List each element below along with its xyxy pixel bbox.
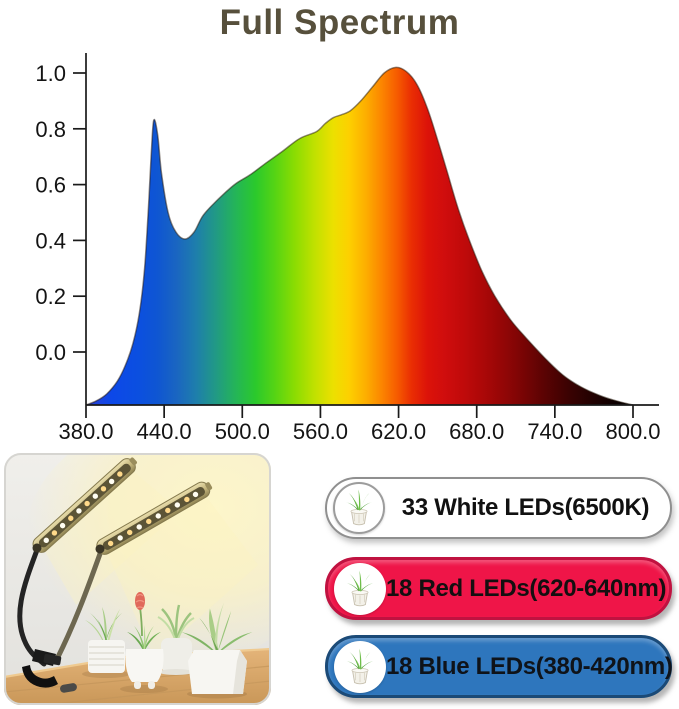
badge-icon-circle bbox=[334, 562, 386, 615]
badge-icon-circle bbox=[334, 640, 386, 693]
y-tick-label: 0.6 bbox=[35, 173, 66, 198]
y-tick-label: 0.4 bbox=[35, 228, 66, 253]
plant-pot-icon bbox=[336, 485, 382, 531]
badge-blue-leds: 18 Blue LEDs(380-420nm) bbox=[325, 635, 673, 698]
badge-label-blue: 18 Blue LEDs(380-420nm) bbox=[386, 652, 673, 680]
badge-label-white: 33 White LEDs(6500K) bbox=[401, 494, 650, 521]
y-tick-label: 0.0 bbox=[35, 340, 66, 365]
badge-red-leds: 18 Red LEDs(620-640nm) bbox=[325, 557, 672, 620]
x-tick-label: 560.0 bbox=[293, 419, 348, 444]
x-tick-label: 380.0 bbox=[58, 419, 113, 444]
led-bar-right bbox=[95, 481, 213, 555]
pot-shadow bbox=[120, 685, 168, 693]
photo-border bbox=[4, 453, 271, 705]
plant-pot-2 bbox=[125, 592, 164, 689]
spectrum-area bbox=[86, 67, 633, 405]
badge-list: 33 White LEDs(6500K) 18 Red LEDs(620-640… bbox=[325, 477, 673, 699]
led-bar-left bbox=[32, 457, 137, 553]
clamp-icon bbox=[22, 649, 62, 688]
plant-pot-icon bbox=[337, 566, 383, 612]
plant-pot-4 bbox=[181, 602, 253, 694]
y-tick-label: 0.2 bbox=[35, 284, 66, 309]
spectrum-chart: 0.0 0.2 0.4 0.6 0.8 1.0 380.0 440.0 500.0 560.0 62… bbox=[35, 53, 661, 444]
light-glow bbox=[24, 453, 271, 668]
page-title: Full Spectrum bbox=[219, 3, 460, 42]
y-tick-label: 0.8 bbox=[35, 117, 66, 142]
plant-pot-1 bbox=[85, 607, 125, 673]
x-tick-label: 620.0 bbox=[371, 419, 426, 444]
x-tick-label: 800.0 bbox=[605, 419, 660, 444]
x-tick-label: 680.0 bbox=[449, 419, 504, 444]
badge-label-red: 18 Red LEDs(620-640nm) bbox=[386, 574, 667, 602]
spectrum-curve-outline bbox=[85, 66, 634, 406]
badge-icon-circle bbox=[333, 482, 385, 534]
x-tick-label: 500.0 bbox=[215, 419, 270, 444]
y-tick-label: 1.0 bbox=[35, 61, 66, 86]
plant-pot-3 bbox=[157, 604, 195, 675]
product-photo bbox=[4, 453, 271, 705]
badge-white-leds: 33 White LEDs(6500K) bbox=[325, 477, 672, 539]
gooseneck-right bbox=[54, 548, 104, 662]
x-tick-label: 440.0 bbox=[137, 419, 192, 444]
x-tick-label: 740.0 bbox=[527, 419, 582, 444]
plant-pot-icon bbox=[337, 644, 383, 690]
remote bbox=[60, 683, 77, 693]
